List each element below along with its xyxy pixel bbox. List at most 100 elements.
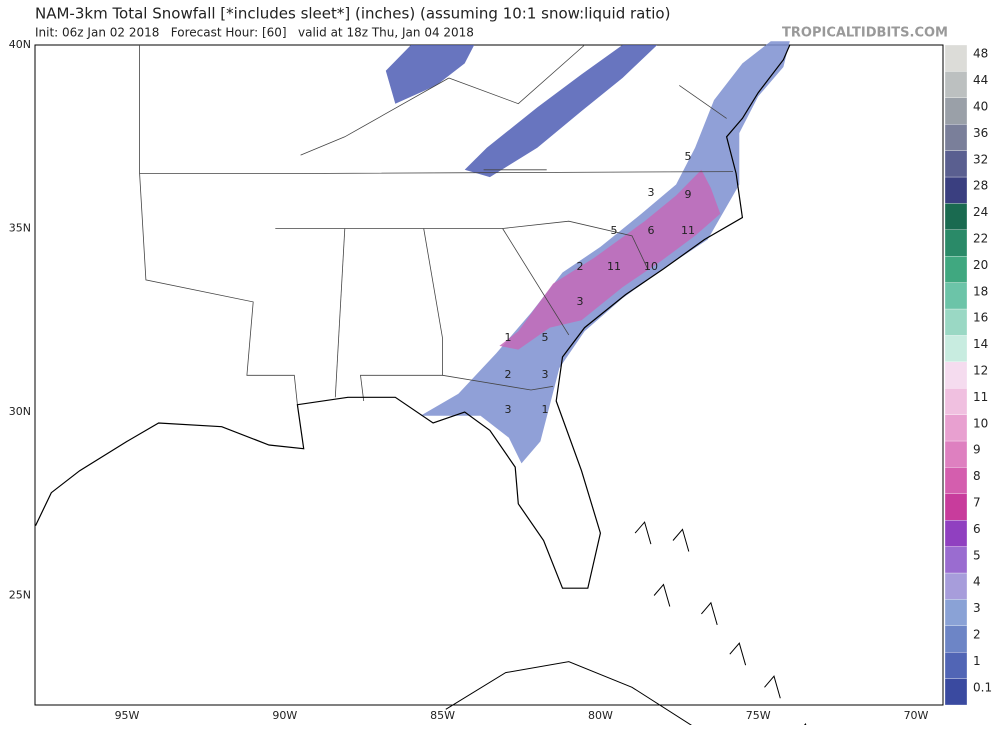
snow-amount: 2 [577,260,584,273]
colorbar-label: 44 [973,73,988,87]
colorbar-swatch [944,414,968,442]
colorbar-label: 4 [973,575,981,589]
state-border [448,44,585,105]
snow-amount: 3 [577,295,584,308]
lon-label: 75W [746,709,771,722]
snow-amount: 6 [648,224,655,237]
colorbar-label: 48 [973,47,988,61]
snow-amount: 5 [685,150,692,163]
colorbar-label: 5 [973,548,981,562]
title: NAM-3km Total Snowfall [*includes sleet*… [35,5,670,23]
colorbar-swatch [944,467,968,494]
colorbar-label: 20 [973,258,988,272]
colorbar-label: 3 [973,601,981,615]
colorbar-swatch [944,493,968,521]
snow-amount: 3 [505,403,512,416]
colorbar-label: 9 [973,443,981,457]
island [701,601,718,626]
colorbar-label: 0.1 [973,680,992,694]
colorbar-label: 2 [973,628,981,642]
state-border [334,228,346,398]
lat-label: 30N [9,405,31,418]
colorbar-swatch [944,625,968,653]
colorbar-label: 1 [973,654,981,668]
colorbar: 0.11234567891011121416182022242832364044… [944,44,992,706]
colorbar-label: 36 [973,126,988,140]
snow-amount: 9 [685,188,692,201]
island [764,675,781,699]
subtitle: Init: 06z Jan 02 2018 Forecast Hour: [60… [35,26,474,40]
colorbar-swatch [944,71,968,98]
lat-label: 35N [9,222,31,235]
colorbar-swatch [944,361,968,389]
colorbar-label: 18 [973,284,988,298]
colorbar-swatch [944,44,968,72]
colorbar-label: 8 [973,469,981,483]
lon-label: 95W [115,709,140,722]
colorbar-swatch [944,282,968,310]
brand: TROPICALTIDBITS.COM [782,26,948,41]
snow-amount: 10 [644,260,658,273]
state-border [442,374,554,391]
colorbar-swatch [944,335,968,362]
colorbar-label: 12 [973,364,988,378]
colorbar-label: 14 [973,337,988,351]
lat-label: 25N [9,589,31,602]
colorbar-swatch [944,520,968,547]
state-border [502,228,570,336]
island [653,583,671,607]
lon-label: 80W [588,709,613,722]
colorbar-label: 11 [973,390,988,404]
colorbar-label: 10 [973,416,988,430]
lat-label: 40N [9,38,31,51]
snow-amount: 3 [648,186,655,199]
colorbar-label: 32 [973,152,988,166]
colorbar-label: 6 [973,522,981,536]
colorbar-swatch [944,229,968,257]
coastline [34,44,791,589]
snowfall-area [385,45,475,104]
snow-amount: 1 [505,331,512,344]
snow-amount: 5 [611,224,618,237]
island [729,642,747,666]
colorbar-swatch [944,440,968,468]
colorbar-swatch [944,256,968,283]
colorbar-swatch [944,203,968,230]
snow-amount: 3 [542,368,549,381]
colorbar-swatch [944,150,968,178]
colorbar-label: 28 [973,179,988,193]
snowfall-area [499,169,721,350]
colorbar-swatch [944,546,968,574]
colorbar-swatch [944,308,968,336]
colorbar-label: 24 [973,205,988,219]
snowfall-area [464,45,658,178]
colorbar-swatch [944,176,968,204]
colorbar-label: 40 [973,100,988,114]
state-border [139,45,734,174]
state-border [679,85,727,119]
state-border [300,77,450,156]
snow-amount: 11 [607,260,621,273]
snow-amount: 1 [542,403,549,416]
colorbar-label: 16 [973,311,988,325]
snow-amount: 2 [505,368,512,381]
colorbar-label: 7 [973,496,981,510]
cuba [445,661,700,729]
state-border [139,173,298,405]
island [672,528,690,552]
lon-label: 90W [272,709,297,722]
colorbar-label: 22 [973,232,988,246]
island [634,521,652,545]
colorbar-swatch [944,572,968,600]
lon-label: 70W [904,709,929,722]
state-border [275,220,649,270]
colorbar-swatch [944,124,968,151]
snow-amount: 5 [542,331,549,344]
colorbar-swatch [944,652,968,679]
snow-amount: 11 [681,224,695,237]
lon-label: 85W [430,709,455,722]
colorbar-swatch [944,97,968,125]
colorbar-swatch [944,678,968,706]
colorbar-swatch [944,599,968,626]
